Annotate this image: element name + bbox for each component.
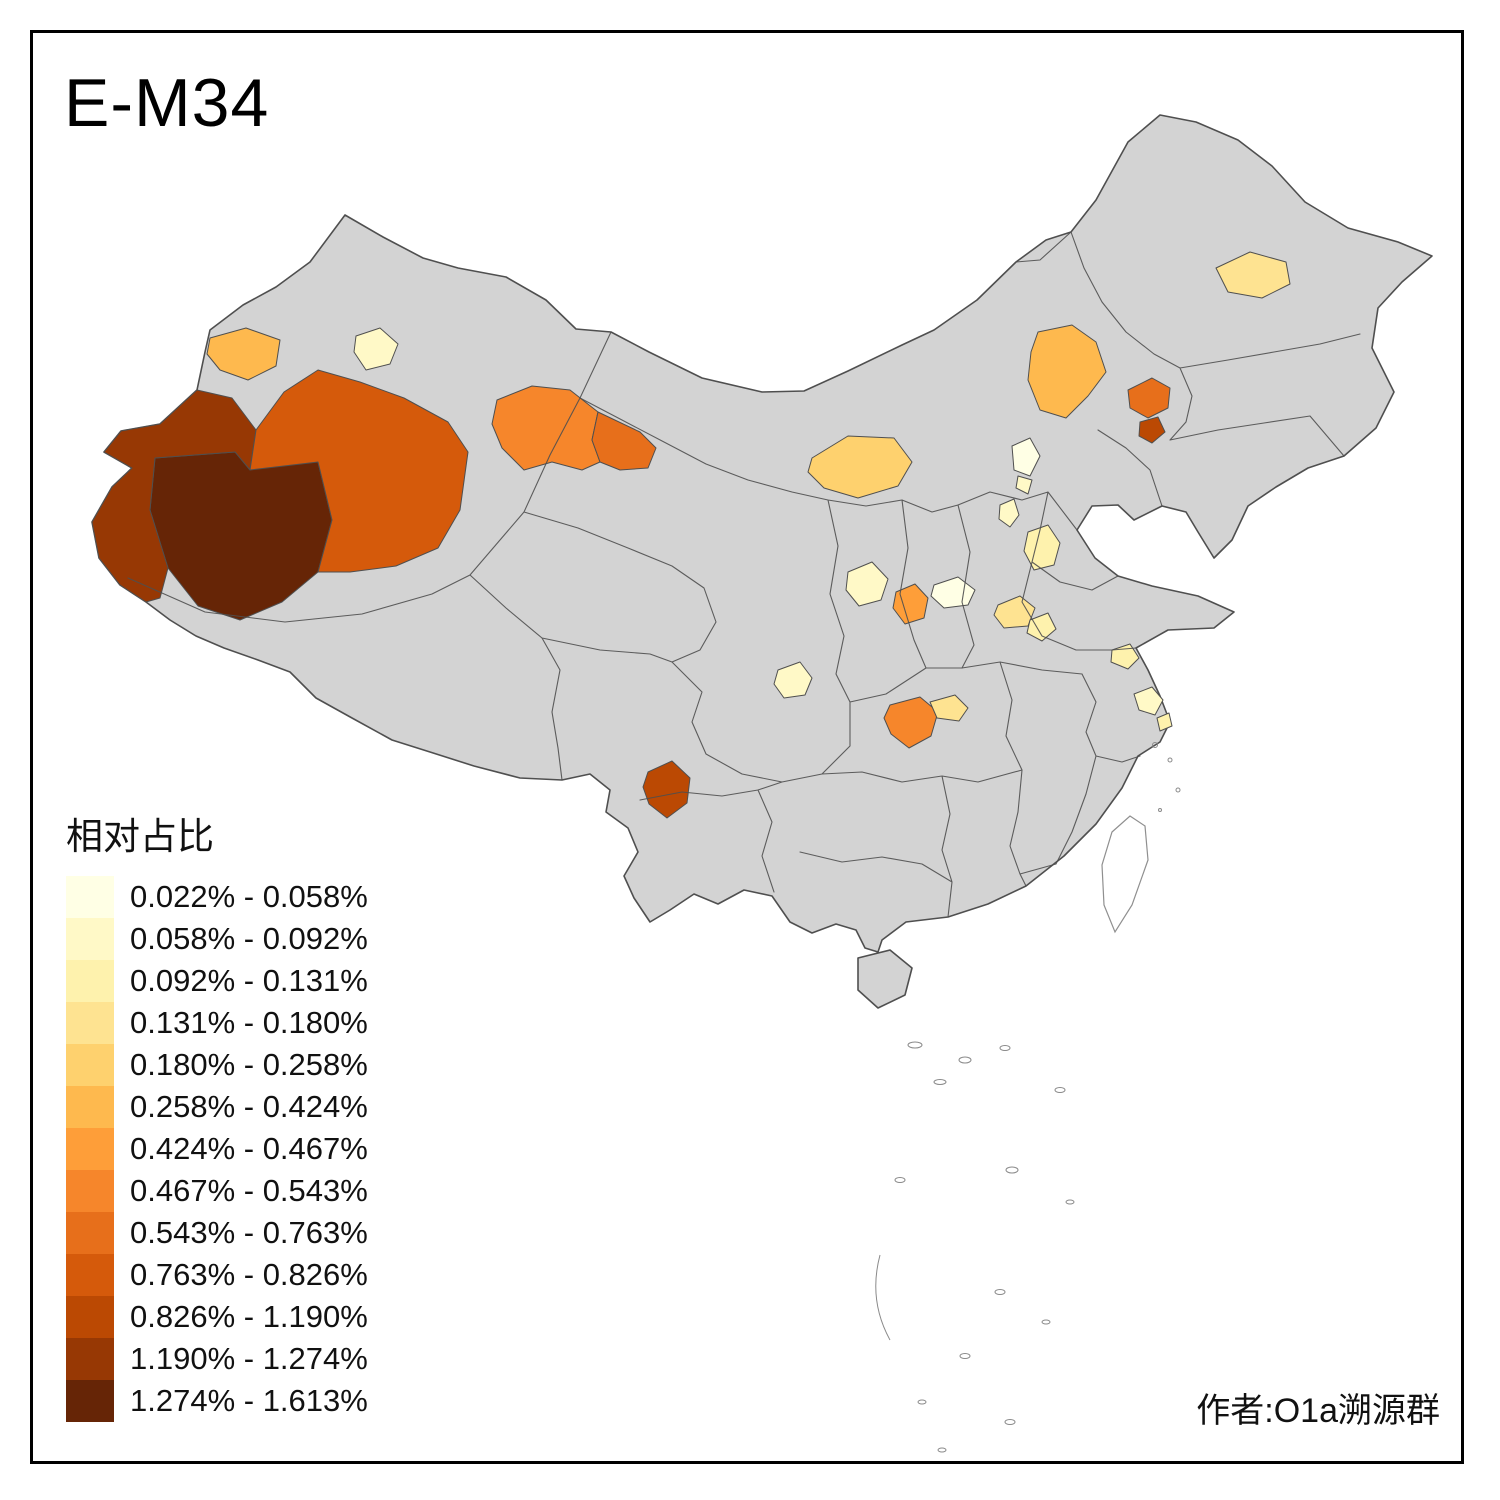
region-east-henan: [1026, 612, 1057, 642]
legend-item: 0.826% - 1.190%: [66, 1296, 368, 1338]
region-beijing-a: [1011, 437, 1041, 477]
south-china-sea-islands: [875, 1041, 1075, 1453]
legend-label: 0.092% - 0.131%: [130, 963, 368, 998]
legend-label: 0.131% - 0.180%: [130, 1005, 368, 1040]
swatch-rect: [66, 876, 114, 918]
legend-label: 0.763% - 0.826%: [130, 1257, 368, 1292]
region-northwest-yunnan: [642, 760, 691, 819]
legend-swatch: [66, 960, 114, 1002]
swatch-rect: [66, 1128, 114, 1170]
chart-title: E-M34: [64, 65, 270, 141]
swatch-rect: [66, 1338, 114, 1380]
swatch-rect: [66, 918, 114, 960]
legend-label: 1.190% - 1.274%: [130, 1341, 368, 1376]
swatch-rect: [66, 1380, 114, 1422]
region-west-inner-mongolia: [807, 435, 913, 499]
plot-frame: [30, 30, 1464, 1464]
legend-swatch: [66, 1086, 114, 1128]
legend-item: 0.022% - 0.058%: [66, 876, 368, 918]
legend-item: 0.763% - 0.826%: [66, 1254, 368, 1296]
legend-swatch: [66, 876, 114, 918]
legend: 相对占比 0.022% - 0.058% 0.058% - 0.092% 0.0…: [66, 806, 368, 1422]
swatch-rect: [66, 1044, 114, 1086]
legend-label: 0.543% - 0.763%: [130, 1215, 368, 1250]
region-central-xinjiang: [249, 369, 469, 573]
legend-item: 0.180% - 0.258%: [66, 1044, 368, 1086]
region-north-xinjiang-pale: [353, 327, 399, 371]
region-south-jiangsu: [1133, 686, 1164, 716]
region-south-shaanxi: [773, 661, 813, 699]
colored-regions: [91, 251, 1291, 819]
legend-item: 0.058% - 0.092%: [66, 918, 368, 960]
legend-swatch: [66, 1380, 114, 1422]
region-northwest-hubei-strip: [929, 694, 969, 722]
legend-label: 0.058% - 0.092%: [130, 921, 368, 956]
region-shanghai: [1156, 712, 1173, 732]
legend-item: 0.131% - 0.180%: [66, 1002, 368, 1044]
region-west-hubei: [883, 696, 939, 749]
legend-swatch: [66, 1338, 114, 1380]
swatch-rect: [66, 1254, 114, 1296]
hainan-island-shape: [857, 949, 913, 1009]
legend-item: 1.190% - 1.274%: [66, 1338, 368, 1380]
region-west-gansu: [491, 385, 601, 471]
region-west-jilin: [1215, 251, 1291, 299]
region-gansu-corridor-east: [591, 411, 657, 471]
swatch-rect: [66, 1296, 114, 1338]
swatch-rect: [66, 1212, 114, 1254]
swatch-rect: [66, 1086, 114, 1128]
region-north-henan: [993, 595, 1036, 629]
region-south-hebei-pale: [930, 576, 976, 609]
legend-item: 0.092% - 0.131%: [66, 960, 368, 1002]
region-ili: [206, 327, 281, 381]
region-west-liaoning: [1127, 377, 1171, 419]
province-borders: [127, 231, 1361, 918]
legend-swatch: [66, 1254, 114, 1296]
legend-item: 0.424% - 0.467%: [66, 1128, 368, 1170]
region-central-hebei: [998, 498, 1020, 528]
region-central-shanxi: [845, 561, 889, 607]
legend-label: 0.022% - 0.058%: [130, 879, 368, 914]
region-southeast-shanxi: [892, 583, 929, 625]
legend-label: 0.258% - 0.424%: [130, 1089, 368, 1124]
swatch-rect: [66, 1170, 114, 1212]
legend-label: 0.467% - 0.543%: [130, 1173, 368, 1208]
legend-swatch: [66, 1296, 114, 1338]
region-central-jiangsu: [1110, 643, 1140, 670]
legend-label: 0.180% - 0.258%: [130, 1047, 368, 1082]
legend-swatch: [66, 1044, 114, 1086]
legend-label: 1.274% - 1.613%: [130, 1383, 368, 1418]
legend-item: 0.543% - 0.763%: [66, 1212, 368, 1254]
region-beijing-b: [1015, 475, 1033, 495]
swatch-rect: [66, 1002, 114, 1044]
legend-item: 0.258% - 0.424%: [66, 1086, 368, 1128]
legend-item: 0.467% - 0.543%: [66, 1170, 368, 1212]
region-southwest-liaoning: [1138, 416, 1166, 444]
legend-item: 1.274% - 1.613%: [66, 1380, 368, 1422]
author-credit: 作者:O1a溯源群: [1196, 1392, 1440, 1430]
legend-swatch: [66, 1212, 114, 1254]
legend-label: 0.424% - 0.467%: [130, 1131, 368, 1166]
legend-swatch: [66, 1002, 114, 1044]
swatch-rect: [66, 960, 114, 1002]
region-southeast-inner-mongolia: [1027, 324, 1107, 419]
legend-swatch: [66, 1170, 114, 1212]
legend-swatch: [66, 1128, 114, 1170]
taiwan-island-outline: [1101, 815, 1149, 934]
legend-label: 0.826% - 1.190%: [130, 1299, 368, 1334]
legend-swatch: [66, 918, 114, 960]
coastal-islets: [1152, 742, 1181, 812]
legend-title: 相对占比: [66, 816, 214, 857]
